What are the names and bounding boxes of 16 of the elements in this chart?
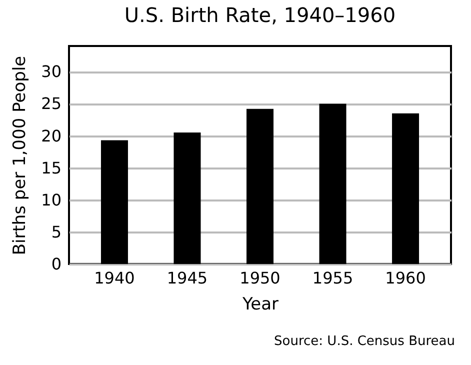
y-tick-label: 0 — [51, 254, 62, 274]
y-tick-label: 10 — [41, 190, 62, 210]
y-axis-title: Births per 1,000 People — [10, 56, 30, 256]
x-axis-title: Year — [242, 294, 279, 314]
x-tick-label: 1960 — [385, 268, 426, 288]
x-tick-label: 1940 — [94, 268, 135, 288]
y-tick-label: 30 — [41, 62, 62, 82]
x-tick-label: 1945 — [166, 268, 208, 288]
y-tick-label: 25 — [41, 94, 62, 114]
x-tick-label: 1955 — [312, 268, 354, 288]
source-note: Source: U.S. Census Bureau — [273, 334, 455, 349]
y-tick-label: 20 — [41, 126, 62, 146]
y-tick-label: 15 — [41, 158, 62, 178]
chart-title: U.S. Birth Rate, 1940–1960 — [124, 3, 396, 27]
y-tick-label: 5 — [51, 222, 62, 242]
x-tick-label: 1950 — [240, 268, 280, 288]
